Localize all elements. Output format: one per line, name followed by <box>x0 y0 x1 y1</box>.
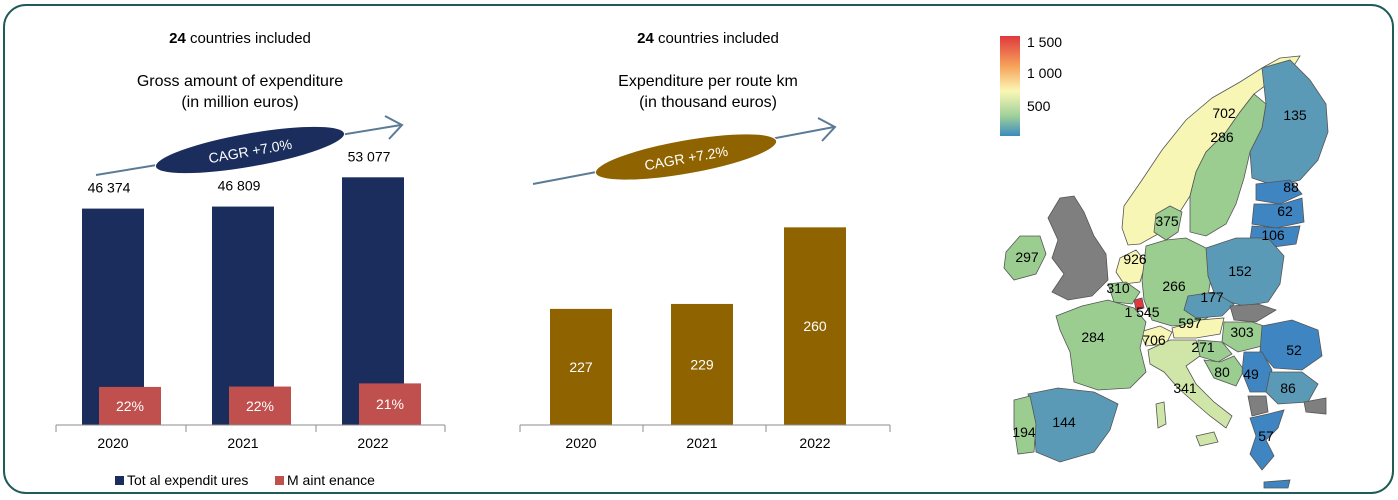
left-header-text: countries included <box>186 30 311 47</box>
map-value-bulgaria: 86 <box>1280 380 1296 396</box>
maintenance-bar <box>229 386 291 425</box>
per-km-value-label: 260 <box>803 318 827 334</box>
map-region-macedonia <box>1247 395 1269 417</box>
map-value-finland: 135 <box>1283 107 1307 123</box>
legend-total-swatch <box>115 476 124 485</box>
per-km-bar <box>671 303 733 425</box>
map-region-poland <box>1205 237 1285 307</box>
left-chart: 24 countries included Gross amount of ex… <box>55 30 446 488</box>
map-value-france: 284 <box>1081 329 1105 345</box>
middle-cagr-ellipse <box>594 133 778 181</box>
middle-title-line2: (in thousand euros) <box>639 94 777 111</box>
total-expenditure-label: 53 077 <box>348 148 391 164</box>
map-value-ireland: 297 <box>1015 249 1039 265</box>
middle-cagr-arrowhead <box>817 117 837 142</box>
map-value-latvia: 62 <box>1277 203 1293 219</box>
map-legend-label: 1 000 <box>1027 65 1062 81</box>
left-cagr-ellipse <box>154 125 346 175</box>
middle-title-line1: Expenditure per route km <box>618 73 798 90</box>
middle-header: 24 countries included <box>637 30 779 47</box>
total-expenditure-label: 46 374 <box>88 180 131 196</box>
per-km-bar <box>550 308 612 425</box>
map-value-hungary: 303 <box>1230 324 1254 340</box>
maintenance-bar <box>359 383 421 425</box>
x-tick-label: 2022 <box>357 435 388 451</box>
left-title-line2: (in million euros) <box>181 94 298 111</box>
map-region-austria <box>1171 317 1225 339</box>
x-tick-label: 2022 <box>799 435 830 451</box>
middle-chart: 24 countries included Expenditure per ro… <box>519 30 891 451</box>
map-region-denmark <box>1153 205 1183 241</box>
map-region-luxembourg <box>1133 297 1145 311</box>
left-title-line1: Gross amount of expenditure <box>137 73 343 90</box>
map-region-france <box>1055 299 1147 391</box>
maintenance-share-label: 22% <box>246 398 274 414</box>
legend-maintenance-swatch <box>275 476 284 485</box>
map-region-czechia <box>1183 291 1235 319</box>
map-value-lithuania: 106 <box>1261 227 1285 243</box>
x-tick-label: 2020 <box>565 435 596 451</box>
x-tick-label: 2021 <box>227 435 258 451</box>
map-value-denmark: 375 <box>1155 213 1179 229</box>
left-header-count: 24 <box>169 30 186 47</box>
x-tick-label: 2021 <box>686 435 717 451</box>
map-region-turkey <box>1303 397 1327 415</box>
legend-maintenance-label: M aint enance <box>287 472 375 488</box>
legend-total-label: Tot al expendit ures <box>127 472 248 488</box>
map-value-luxembourg: 1 545 <box>1124 304 1159 320</box>
map-region-latvia <box>1251 197 1305 229</box>
map-legend-colorbar <box>1000 36 1020 136</box>
map-value-spain: 144 <box>1052 414 1076 430</box>
europe-map: 1 500 1 000 500 <box>1000 34 1329 489</box>
map-value-germany: 266 <box>1162 278 1186 294</box>
map-region-estonia <box>1255 179 1303 205</box>
map-value-austria: 597 <box>1178 315 1202 331</box>
map-region-crete <box>1263 479 1291 489</box>
map-value-bosnia: 80 <box>1214 364 1230 380</box>
map-value-serbia: 49 <box>1243 366 1259 382</box>
map-region-italy <box>1147 339 1233 429</box>
map-value-netherlands: 926 <box>1123 251 1147 267</box>
per-km-bar <box>784 227 846 425</box>
map-value-poland: 152 <box>1228 263 1252 279</box>
map-value-czechia: 177 <box>1200 289 1224 305</box>
map-region-portugal <box>1013 395 1037 455</box>
left-header: 24 countries included <box>169 30 311 47</box>
total-expenditure-label: 46 809 <box>218 178 261 194</box>
map-region-ireland <box>1003 235 1047 281</box>
map-region-sardinia <box>1155 401 1167 429</box>
map-value-belgium: 310 <box>1106 280 1130 296</box>
map-region-netherlands <box>1115 249 1147 285</box>
map-region-greece <box>1249 409 1285 471</box>
map-region-sicily <box>1195 431 1219 447</box>
maintenance-share-label: 22% <box>116 398 144 414</box>
middle-header-count: 24 <box>637 30 654 47</box>
map-value-romania: 52 <box>1286 342 1302 358</box>
map-legend-label: 500 <box>1027 98 1051 114</box>
maintenance-share-label: 21% <box>376 396 404 412</box>
map-value-sweden: 286 <box>1210 129 1234 145</box>
map-value-italy: 341 <box>1173 380 1197 396</box>
map-value-greece: 57 <box>1258 428 1274 444</box>
map-region-uk <box>1047 195 1109 301</box>
map-legend-label: 1 500 <box>1027 34 1062 50</box>
left-bars: 46 374 22% 2020 46 809 22% 2021 53 077 21% 2022 <box>82 148 421 451</box>
per-km-value-label: 227 <box>569 359 593 375</box>
map-region-belgium <box>1107 281 1141 305</box>
x-tick-label: 2020 <box>97 435 128 451</box>
middle-bars: 227 2020 229 2021 260 2022 <box>550 227 846 451</box>
maintenance-bar <box>99 386 161 425</box>
map-value-croatia: 271 <box>1191 339 1215 355</box>
map-region-switzerland <box>1139 325 1173 347</box>
map-region-slovakia <box>1229 303 1277 323</box>
left-cagr-arrowhead <box>384 115 404 140</box>
per-km-value-label: 229 <box>690 356 714 372</box>
map-value-switzerland: 706 <box>1142 332 1166 348</box>
middle-header-text: countries included <box>654 30 779 47</box>
map-value-estonia: 88 <box>1283 179 1299 195</box>
map-value-portugal: 194 <box>1012 424 1036 440</box>
map-region-finland <box>1249 59 1329 187</box>
map-value-norway: 702 <box>1212 105 1236 121</box>
